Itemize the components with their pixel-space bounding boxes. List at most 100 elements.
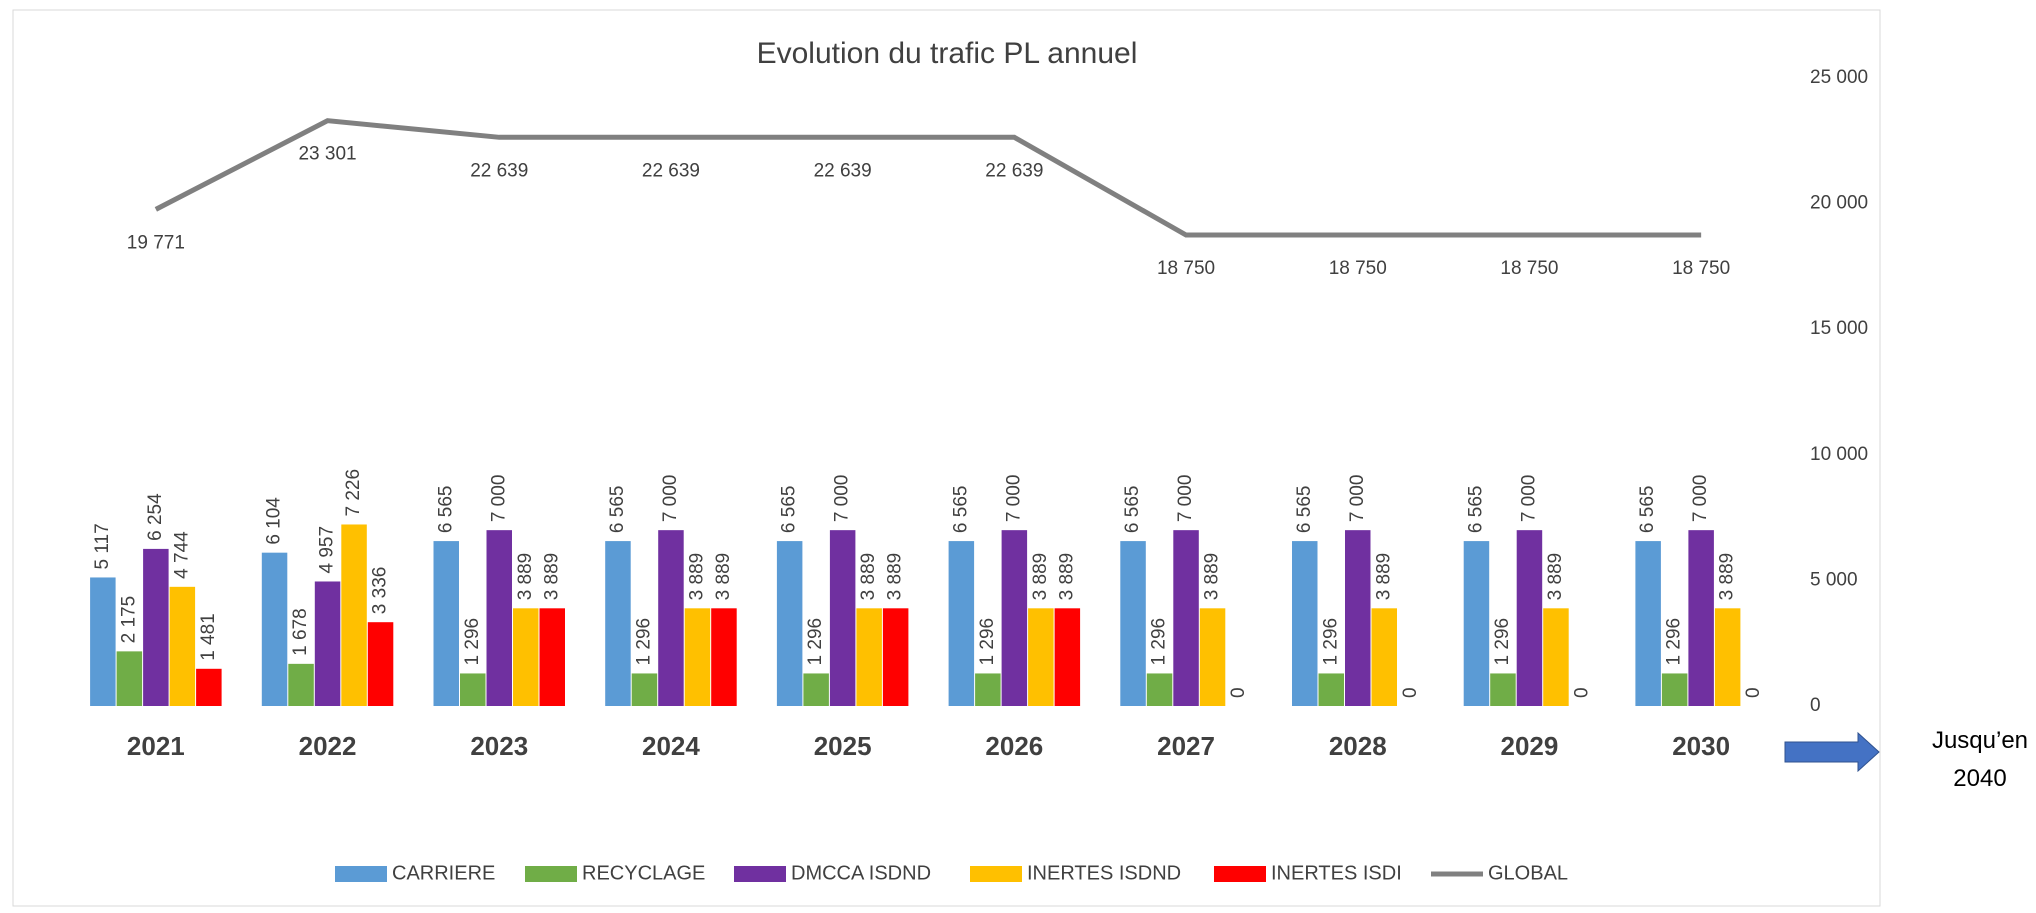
data-label: 1 296: [1320, 618, 1341, 666]
data-label: 6 565: [607, 486, 628, 534]
bar: [684, 608, 711, 706]
x-tick-label: 2024: [642, 731, 700, 761]
bar: [1146, 673, 1173, 706]
x-tick-label: 2023: [470, 731, 528, 761]
data-label: 22 639: [642, 160, 700, 181]
y-tick-label: 5 000: [1810, 569, 1858, 590]
data-label: 6 104: [264, 497, 285, 545]
data-label: 1 678: [290, 608, 311, 656]
y-tick-label: 10 000: [1810, 444, 1868, 465]
x-tick-label: 2028: [1329, 731, 1387, 761]
bar: [288, 663, 314, 706]
x-tick-label: 2025: [814, 731, 872, 761]
x-tick-label: 2022: [299, 731, 357, 761]
bar: [1516, 530, 1543, 706]
data-label: 3 889: [713, 553, 734, 601]
data-label: 7 000: [832, 475, 853, 523]
bar: [314, 581, 341, 706]
data-label: 22 639: [985, 160, 1043, 181]
data-label: 0: [1743, 687, 1764, 698]
legend-label: INERTES ISDI: [1271, 862, 1402, 884]
bar: [1120, 541, 1146, 706]
data-label: 18 750: [1672, 258, 1730, 279]
data-label: 3 889: [1030, 553, 1051, 601]
data-label: 3 889: [1545, 553, 1566, 601]
data-label: 2 175: [118, 596, 139, 644]
bar: [1714, 608, 1741, 706]
data-label: 7 000: [1003, 475, 1024, 523]
data-label: 0: [1228, 687, 1249, 698]
data-label: 22 639: [814, 160, 872, 181]
bar: [1028, 608, 1054, 706]
data-label: 3 889: [1202, 553, 1223, 601]
data-label: 1 296: [805, 618, 826, 666]
data-label: 1 296: [633, 618, 654, 666]
bar: [341, 524, 367, 706]
bar: [539, 608, 565, 706]
data-label: 6 565: [950, 486, 971, 534]
y-tick-label: 25 000: [1810, 67, 1868, 88]
data-label: 0: [1571, 687, 1592, 698]
x-tick-label: 2030: [1672, 731, 1730, 761]
data-label: 3 889: [515, 553, 536, 601]
bar: [711, 608, 737, 706]
data-label: 1 296: [462, 618, 483, 666]
data-label: 7 000: [1175, 475, 1196, 523]
data-label: 7 000: [1690, 475, 1711, 523]
bar: [776, 541, 803, 706]
x-tick-label: 2029: [1501, 731, 1559, 761]
legend-swatch: [734, 866, 786, 882]
line: [154, 118, 1702, 238]
x-tick-label: 2027: [1157, 731, 1215, 761]
bar: [486, 530, 512, 706]
legend-label: INERTES ISDND: [1027, 862, 1181, 884]
bar: [803, 673, 829, 706]
data-label: 6 565: [435, 486, 456, 534]
bar: [829, 530, 856, 706]
bar: [605, 541, 631, 706]
bar: [1292, 541, 1318, 706]
data-label: 3 889: [541, 553, 562, 601]
bar: [367, 622, 394, 706]
y-tick-label: 0: [1810, 695, 1821, 716]
data-label: 1 481: [198, 613, 219, 661]
data-label: 19 771: [127, 232, 185, 253]
bar: [1173, 530, 1199, 706]
bar: [1001, 530, 1028, 706]
bar: [1463, 541, 1490, 706]
bar: [1199, 608, 1226, 706]
data-label: 6 565: [779, 486, 800, 534]
legend-label: GLOBAL: [1488, 862, 1568, 884]
data-label: 4 957: [317, 526, 338, 574]
data-label: 7 000: [1347, 475, 1368, 523]
bar: [261, 552, 288, 706]
bar: [90, 577, 116, 706]
data-label: 1 296: [1149, 618, 1170, 666]
annotation: Jusqu’en 2040: [1931, 727, 2029, 792]
bar: [433, 541, 459, 706]
legend-label: CARRIERE: [392, 862, 495, 884]
data-label: 18 750: [1157, 258, 1215, 279]
bar: [631, 673, 658, 706]
data-label: 0: [1400, 687, 1421, 698]
bar: [658, 530, 684, 706]
bar: [1543, 608, 1569, 706]
y-tick-label: 15 000: [1810, 318, 1868, 339]
data-label: 7 000: [1518, 475, 1539, 523]
data-label: 7 226: [343, 469, 364, 517]
data-label: 3 889: [885, 553, 906, 601]
data-label: 3 889: [1056, 553, 1077, 601]
data-label: 6 565: [1637, 486, 1658, 534]
legend-swatch: [525, 866, 577, 882]
legend-swatch: [335, 866, 387, 882]
arrow: [1784, 731, 1880, 773]
bar: [948, 541, 975, 706]
bar: [143, 548, 169, 706]
data-label: 23 301: [298, 144, 356, 165]
data-label: 6 565: [1465, 486, 1486, 534]
legend-swatch: [970, 866, 1022, 882]
bar: [169, 586, 196, 706]
x-tick-label: 2026: [985, 731, 1043, 761]
